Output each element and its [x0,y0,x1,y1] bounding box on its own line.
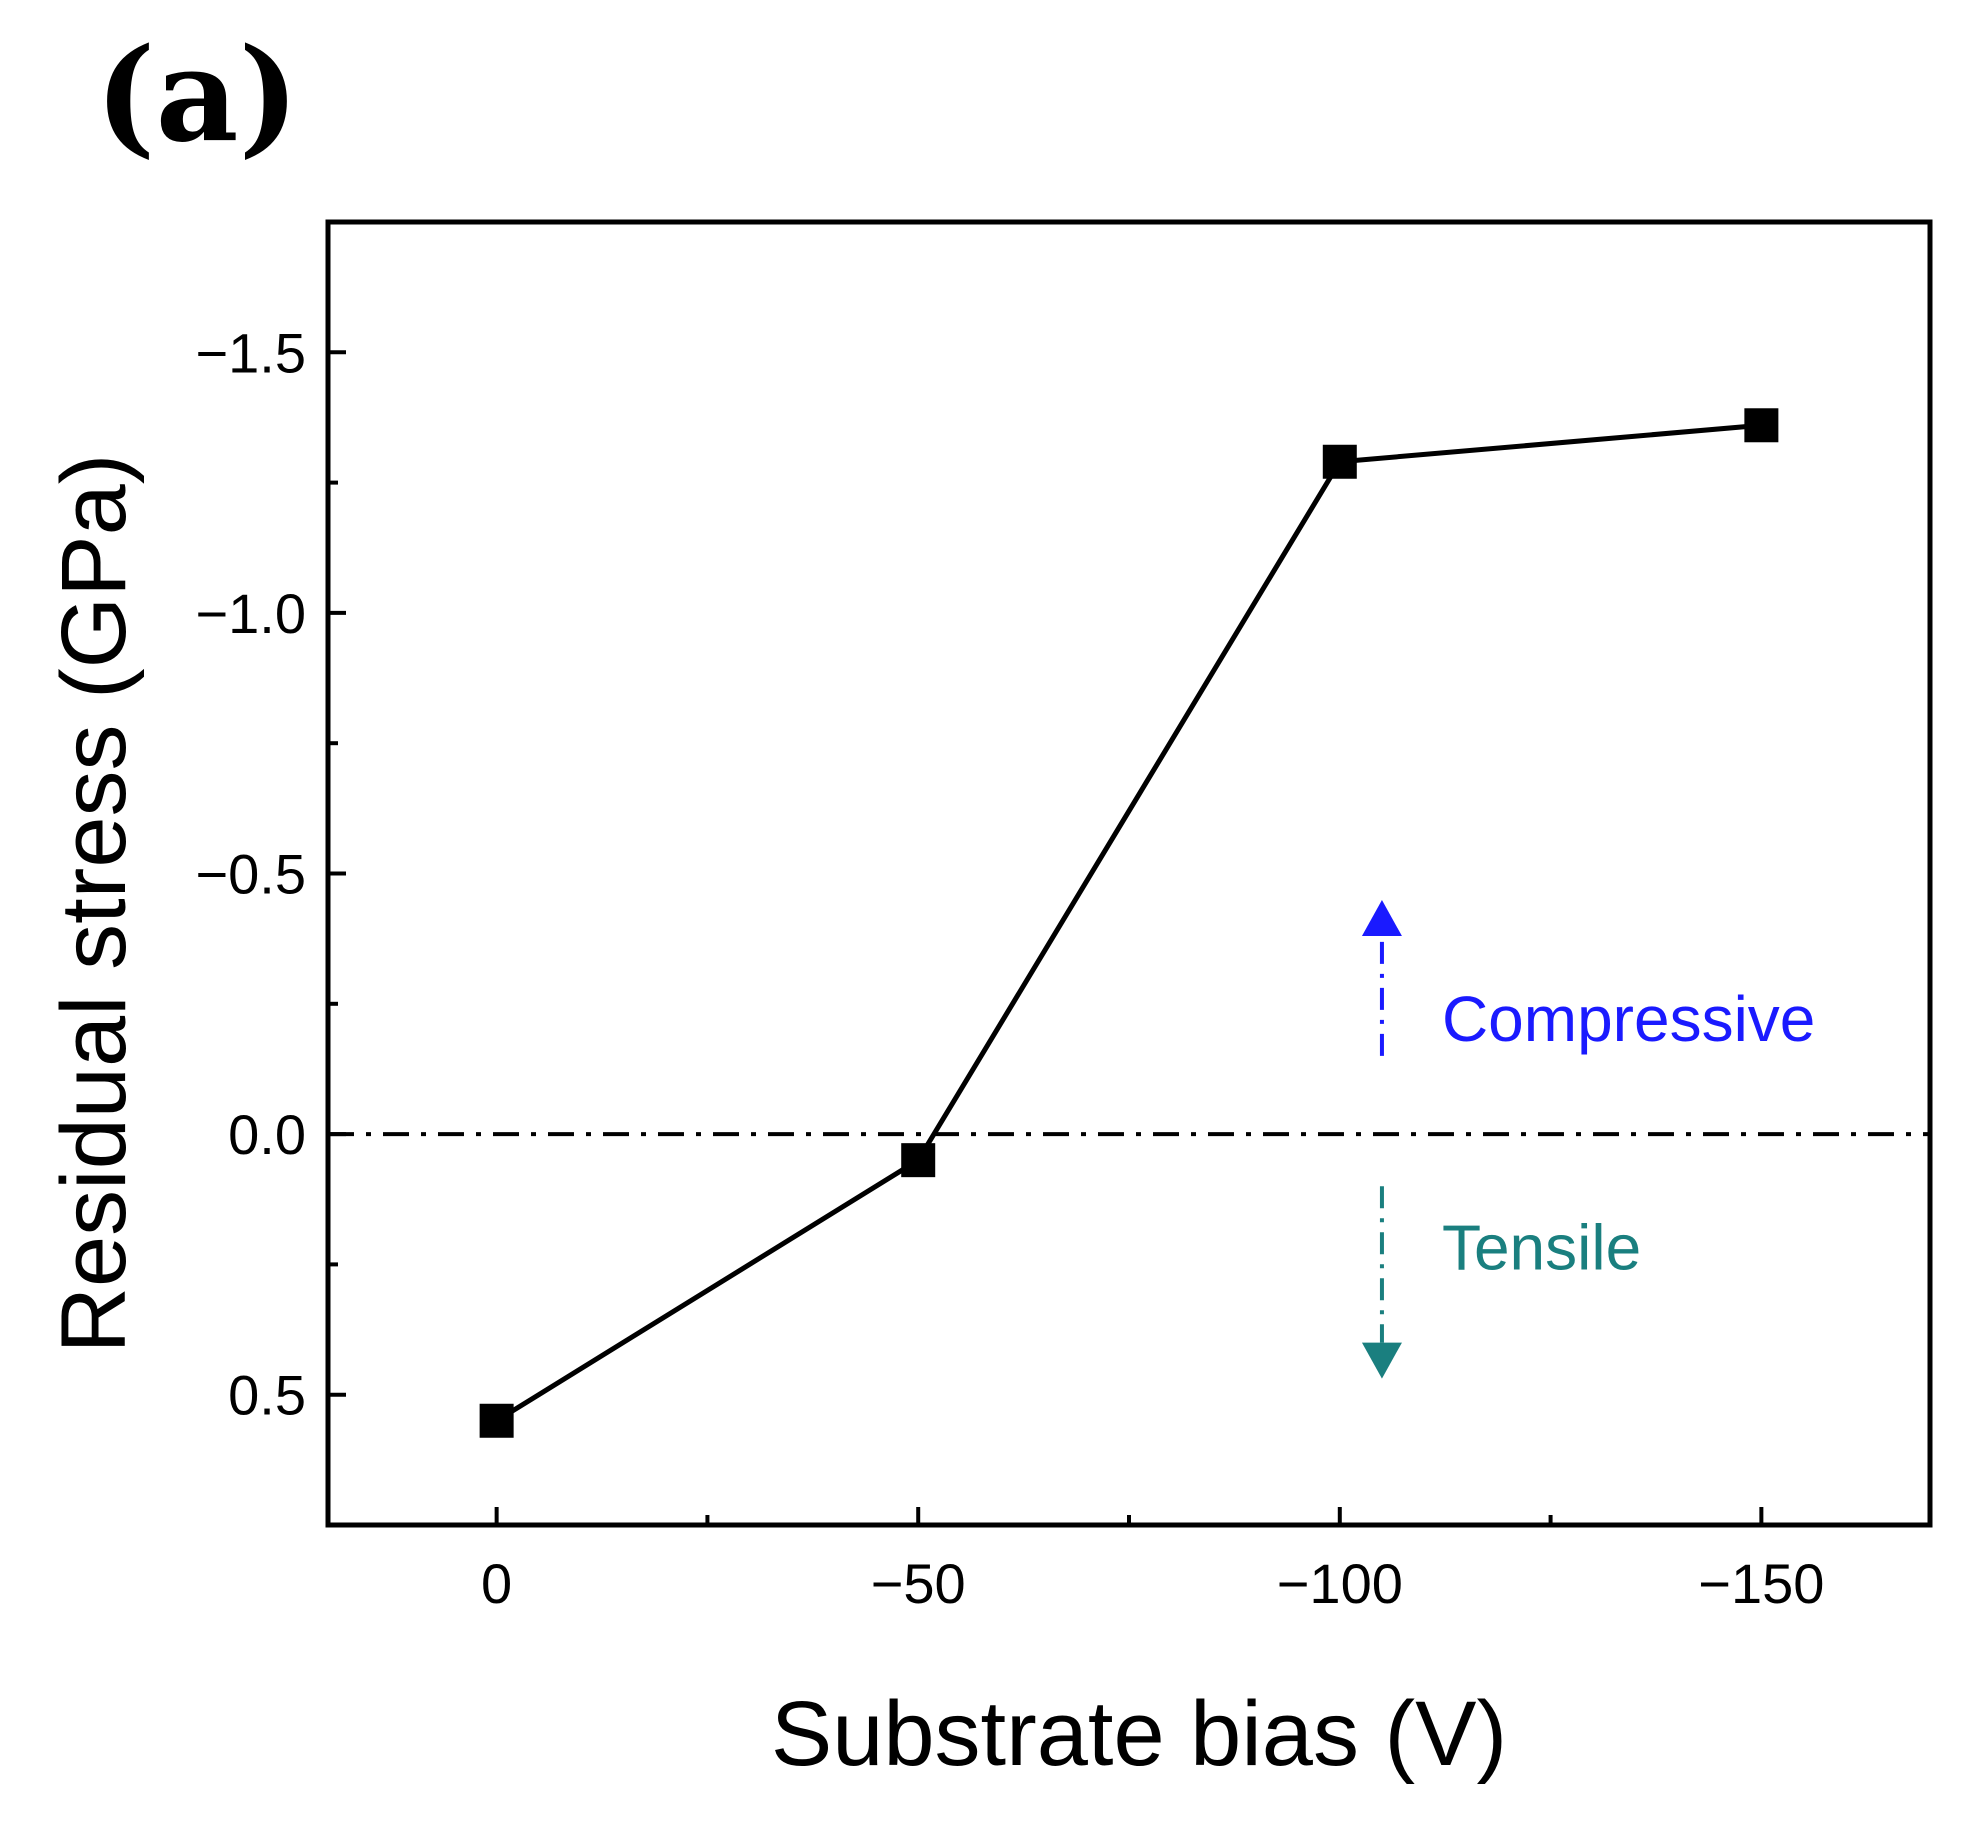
y-tick-label: −1.0 [195,582,306,645]
x-tick-label: −150 [1698,1552,1824,1615]
data-point-marker [901,1143,936,1178]
y-tick-label: −1.5 [195,321,306,384]
axis-ticks-layer: 0 −50 −100 −150 0.5 0.0 −0.5 −1.0 −1.5 [195,321,1824,1615]
y-axis-title: Residual stress (GPa) [43,454,145,1354]
series-layer [479,408,1779,1438]
annotation-layer: Compressive Tensile [1361,900,1815,1379]
x-tick-label: 0 [481,1552,512,1615]
plot-frame [325,219,1933,1528]
data-point-marker [479,1403,514,1438]
series-line [495,422,1762,1423]
y-tick-label: −0.5 [195,843,306,906]
tensile-label: Tensile [1442,1211,1641,1283]
panel-label: (a) [95,21,299,171]
compressive-arrow-head [1361,900,1402,937]
x-axis-title: Substrate bias (V) [771,1683,1507,1785]
compressive-label: Compressive [1442,983,1815,1055]
data-point-marker [1322,444,1357,479]
y-tick-label: 0.0 [228,1103,306,1166]
y-tick-label: 0.5 [228,1364,306,1427]
tensile-arrow-head [1361,1342,1402,1379]
x-tick-label: −100 [1277,1552,1403,1615]
x-tick-label: −50 [871,1552,966,1615]
data-point-marker [1744,408,1779,443]
